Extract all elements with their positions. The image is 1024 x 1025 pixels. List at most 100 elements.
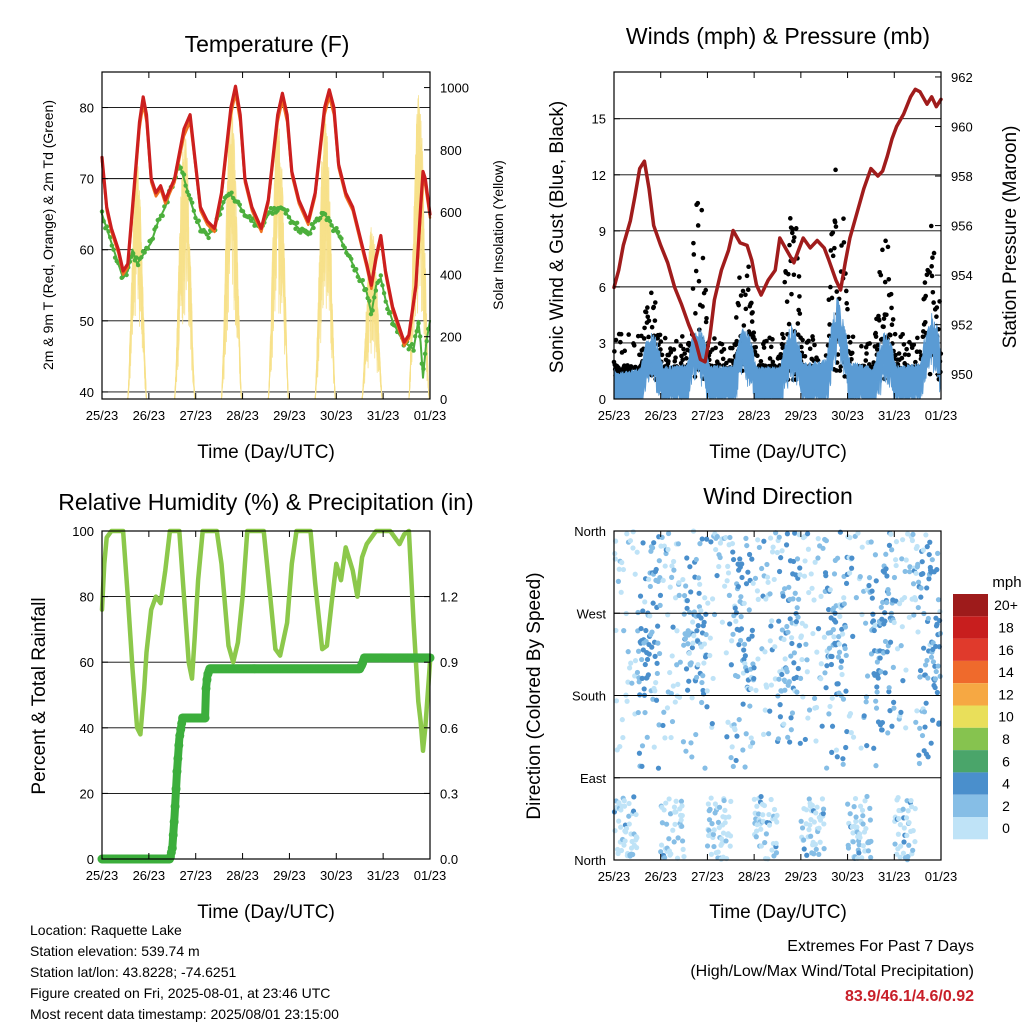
dewpoint-point [108, 235, 113, 240]
temp-2m-line [100, 84, 432, 344]
direction-point [767, 708, 773, 714]
direction-point [820, 811, 826, 817]
gust-point [888, 291, 894, 297]
direction-point [717, 554, 723, 561]
direction-point [742, 660, 748, 667]
direction-point [914, 708, 920, 714]
direction-ylabel-left: Direction (Colored By Speed) [524, 572, 545, 819]
direction-point [860, 813, 866, 819]
gust-series [611, 167, 944, 383]
direction-point [831, 634, 837, 640]
direction-point [687, 564, 693, 570]
direction-point [836, 649, 843, 655]
direction-point [895, 831, 901, 837]
direction-point [817, 839, 823, 845]
dewpoint-point [419, 361, 424, 366]
direction-point [639, 763, 645, 769]
direction-point [704, 688, 710, 694]
direction-point [903, 667, 909, 673]
direction-point [666, 796, 672, 802]
direction-point [874, 659, 880, 665]
direction-point [675, 835, 681, 841]
pressure-ytick-label-right: 952 [951, 318, 973, 333]
direction-point [784, 623, 790, 630]
direction-point [794, 556, 801, 562]
direction-point [622, 838, 628, 844]
direction-point [924, 544, 930, 550]
gust-point [880, 247, 885, 253]
temperature-ylabel-right: Solar Insolation (Yellow) [490, 160, 506, 310]
direction-point [889, 547, 895, 553]
colorbar-swatch [953, 638, 988, 661]
direction-point [768, 682, 775, 688]
pressure-series [612, 87, 943, 364]
direction-point [914, 543, 920, 550]
colorbar-label: 8 [1002, 731, 1010, 747]
direction-point [723, 838, 729, 844]
direction-point [618, 824, 624, 830]
gust-point [884, 312, 889, 318]
temperature-title: Temperature (F) [185, 31, 350, 57]
gust-point [758, 358, 764, 364]
direction-point [722, 583, 728, 589]
direction-point [782, 586, 788, 592]
direction-point [768, 623, 774, 629]
dewpoint-point [196, 218, 201, 223]
direction-point [774, 812, 780, 819]
winds-ytick-label: 9 [599, 224, 606, 239]
gust-point [693, 311, 698, 316]
direction-point [633, 811, 639, 818]
direction-point [882, 618, 888, 624]
dewpoint-point [370, 308, 375, 313]
direction-point [742, 764, 748, 770]
dewpoint-point [335, 229, 341, 235]
direction-point [797, 675, 804, 681]
direction-point [806, 796, 812, 802]
dewpoint-point [185, 189, 190, 194]
direction-point [708, 795, 714, 801]
direction-point [661, 709, 667, 715]
direction-point [729, 744, 735, 750]
direction-point [693, 556, 699, 563]
colorbar-label: 20+ [994, 597, 1018, 613]
humidity-panel: Relative Humidity (%) & Precipitation (i… [29, 489, 474, 923]
direction-point [910, 581, 917, 587]
direction-point [859, 855, 865, 861]
direction-point [640, 608, 646, 614]
direction-point [616, 818, 622, 824]
gust-point [645, 305, 650, 310]
station-latlon: Station lat/lon: 43.8228; -74.6251 [30, 964, 237, 980]
direction-point [621, 798, 627, 804]
temperature-ytick-label: 70 [80, 172, 94, 187]
direction-point [751, 665, 757, 671]
gust-point [671, 347, 677, 352]
dewpoint-point [334, 225, 339, 231]
direction-point [730, 549, 736, 555]
direction-point [707, 806, 713, 812]
direction-point [850, 839, 856, 845]
direction-point [883, 566, 889, 572]
direction-point [624, 531, 630, 537]
direction-point [634, 549, 640, 555]
gust-point [829, 295, 835, 301]
direction-point [765, 856, 771, 862]
gust-point [652, 318, 658, 323]
colorbar-swatch [953, 727, 988, 751]
direction-point [758, 826, 764, 832]
direction-point [937, 673, 943, 679]
direction-point [716, 563, 722, 570]
direction-point [788, 715, 794, 721]
direction-point [695, 575, 702, 581]
direction-panel: Wind Direction NorthEastSouthWestNorth25… [524, 483, 1022, 923]
direction-point [934, 621, 940, 627]
direction-point [882, 638, 889, 645]
direction-point [698, 615, 704, 621]
direction-point [864, 793, 870, 800]
dewpoint-point [291, 220, 297, 226]
gust-point [679, 353, 684, 359]
direction-point [751, 675, 757, 682]
direction-point [920, 571, 926, 577]
direction-point [873, 705, 880, 711]
direction-point [922, 724, 928, 730]
